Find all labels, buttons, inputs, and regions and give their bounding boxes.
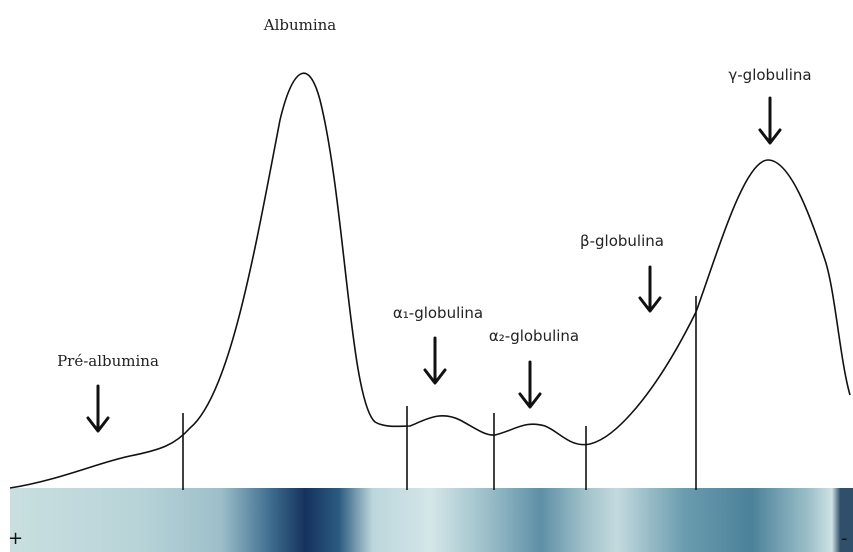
label-gamma: γ-globulina bbox=[728, 66, 811, 84]
cathode-sign: - bbox=[841, 528, 848, 549]
arrow bbox=[640, 267, 660, 311]
arrow bbox=[425, 338, 445, 383]
density-curve bbox=[10, 73, 850, 488]
arrow bbox=[520, 362, 540, 407]
label-alpha2: α₂-globulina bbox=[489, 327, 579, 345]
label-albumina: Albumina bbox=[263, 16, 337, 34]
page: Albumina γ-globulina β-globulina α₁-glob… bbox=[0, 0, 853, 552]
gel-strip bbox=[10, 488, 853, 552]
electrophoresis-diagram: Albumina γ-globulina β-globulina α₁-glob… bbox=[0, 0, 853, 552]
arrow bbox=[88, 386, 108, 431]
label-alpha1: α₁-globulina bbox=[393, 304, 483, 322]
arrow bbox=[760, 98, 780, 143]
anode-sign: + bbox=[8, 528, 23, 549]
label-beta: β-globulina bbox=[580, 232, 664, 250]
label-pre-albumina: Pré-albumina bbox=[57, 352, 159, 370]
